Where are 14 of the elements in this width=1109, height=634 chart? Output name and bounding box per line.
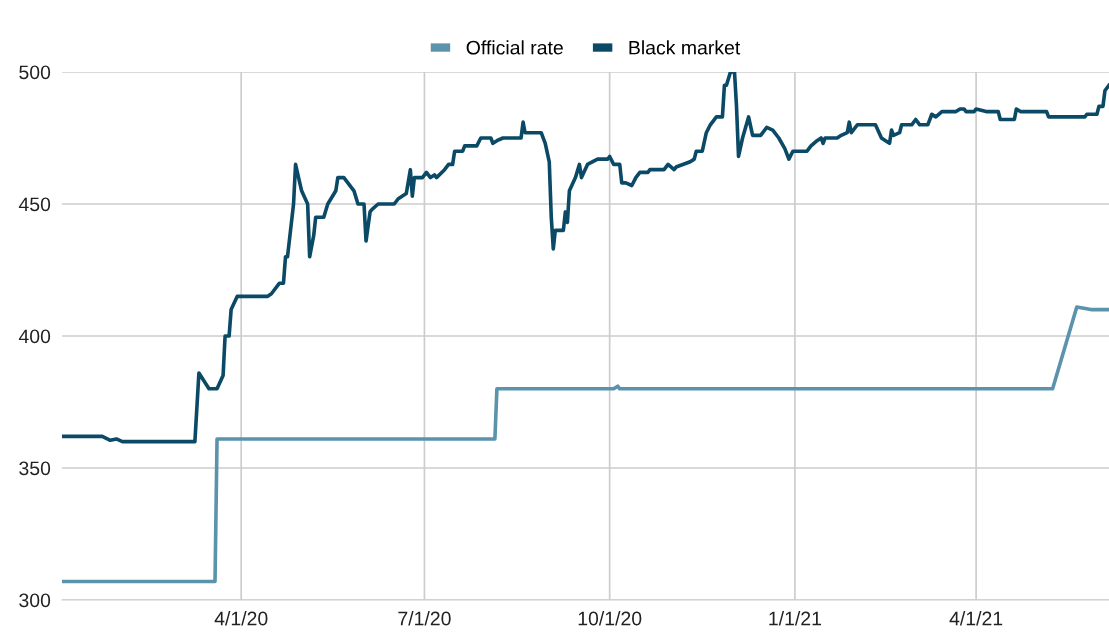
x-tick-label: 1/1/21 <box>769 611 821 626</box>
y-tick-label: 300 <box>19 593 51 608</box>
x-tick-label: 4/1/20 <box>214 611 268 626</box>
x-tick-label: 7/1/20 <box>398 611 451 626</box>
legend-label: Official rate <box>466 40 563 55</box>
legend-label: Black market <box>629 40 741 55</box>
line-series <box>62 305 1109 584</box>
y-tick-label: 350 <box>19 461 51 476</box>
x-tick-label: 4/1/21 <box>949 611 1003 626</box>
y-tick-label: 400 <box>18 329 51 344</box>
line-series <box>62 72 1109 444</box>
y-tick-label: 450 <box>18 197 51 212</box>
x-tick-label: 10/1/20 <box>578 611 642 626</box>
y-tick-label: 500 <box>19 65 51 80</box>
